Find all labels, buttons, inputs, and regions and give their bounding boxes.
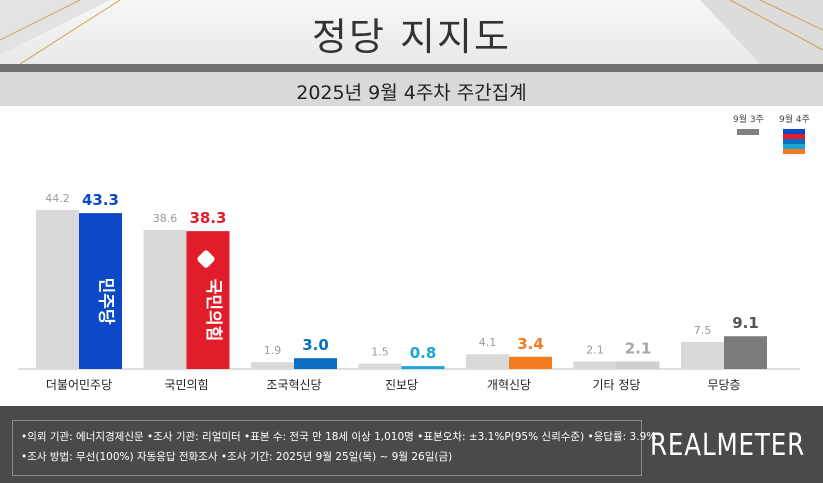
ppp-logo-mark — [197, 250, 215, 268]
party-logo-1: 국민의힘 — [203, 279, 224, 342]
value-label-prev-5: 2.1 — [586, 343, 604, 356]
value-label-curr-0: 43.3 — [82, 191, 119, 209]
chart-subtitle: 2025년 9월 4주차 주간집계 — [296, 82, 527, 104]
header-decoration — [0, 0, 823, 64]
value-label-prev-6: 7.5 — [694, 324, 712, 337]
value-label-prev-0: 44.2 — [45, 192, 70, 205]
bar-curr-6 — [724, 336, 767, 369]
bar-prev-3 — [358, 363, 402, 369]
legend-curr: 9월 4주 — [779, 112, 810, 154]
category-label-5: 기타 정당 — [593, 378, 641, 392]
page-title: 정당 지지도 — [312, 15, 511, 59]
bar-curr-2 — [294, 358, 337, 369]
header: 정당 지지도 — [0, 0, 823, 64]
category-label-4: 개혁신당 — [487, 378, 531, 392]
bar-prev-5 — [573, 361, 617, 369]
legend-prev: 9월 3주 — [733, 112, 764, 135]
party-logo-0: 민주당 — [96, 278, 116, 325]
header-band — [0, 64, 823, 72]
value-label-prev-2: 1.9 — [264, 344, 282, 357]
survey-note-line-1: •의뢰 기관: 에너지경제신문 •조사 기관: 리얼미터 •표본 수: 전국 만… — [21, 431, 657, 443]
bar-prev-0 — [36, 209, 79, 369]
value-label-prev-4: 4.1 — [479, 336, 497, 349]
category-label-2: 조국혁신당 — [266, 378, 321, 392]
legend-curr-swatch — [783, 129, 806, 154]
category-label-0: 더불어민주당 — [46, 378, 112, 392]
value-label-curr-1: 38.3 — [189, 209, 226, 227]
bar-curr-5 — [616, 361, 660, 369]
bar-prev-1 — [143, 230, 187, 369]
value-label-curr-6: 9.1 — [732, 314, 759, 332]
survey-notes: •의뢰 기관: 에너지경제신문 •조사 기관: 리얼미터 •표본 수: 전국 만… — [12, 420, 657, 476]
bar-prev-4 — [466, 354, 509, 369]
footer: •의뢰 기관: 에너지경제신문 •조사 기관: 리얼미터 •표본 수: 전국 만… — [0, 406, 823, 483]
realmeter-logo: REALMETER — [650, 428, 805, 463]
survey-note-line-2: •조사 방법: 무선(100%) 자동응답 전화조사 •조사 기간: 2025년… — [21, 451, 453, 463]
bar-prev-6 — [681, 342, 724, 369]
bar-curr-4 — [509, 356, 552, 369]
value-label-prev-3: 1.5 — [371, 346, 389, 359]
category-label-6: 무당층 — [707, 378, 740, 392]
category-label-3: 진보당 — [385, 378, 418, 392]
bar-curr-3 — [401, 366, 445, 369]
legend-prev-swatch — [737, 129, 760, 135]
value-label-curr-3: 0.8 — [410, 344, 437, 362]
value-label-curr-4: 3.4 — [517, 335, 544, 353]
bar-curr-0 — [79, 213, 122, 369]
legend-prev-label: 9월 3주 — [733, 115, 764, 125]
value-label-curr-5: 2.1 — [625, 339, 652, 357]
value-label-prev-1: 38.6 — [153, 212, 178, 225]
subtitle-bar: 2025년 9월 4주차 주간집계 — [0, 72, 823, 106]
category-label-1: 국민의힘 — [164, 378, 208, 392]
legend-curr-label: 9월 4주 — [779, 115, 810, 125]
bar-prev-2 — [251, 362, 294, 369]
value-label-curr-2: 3.0 — [302, 336, 329, 354]
